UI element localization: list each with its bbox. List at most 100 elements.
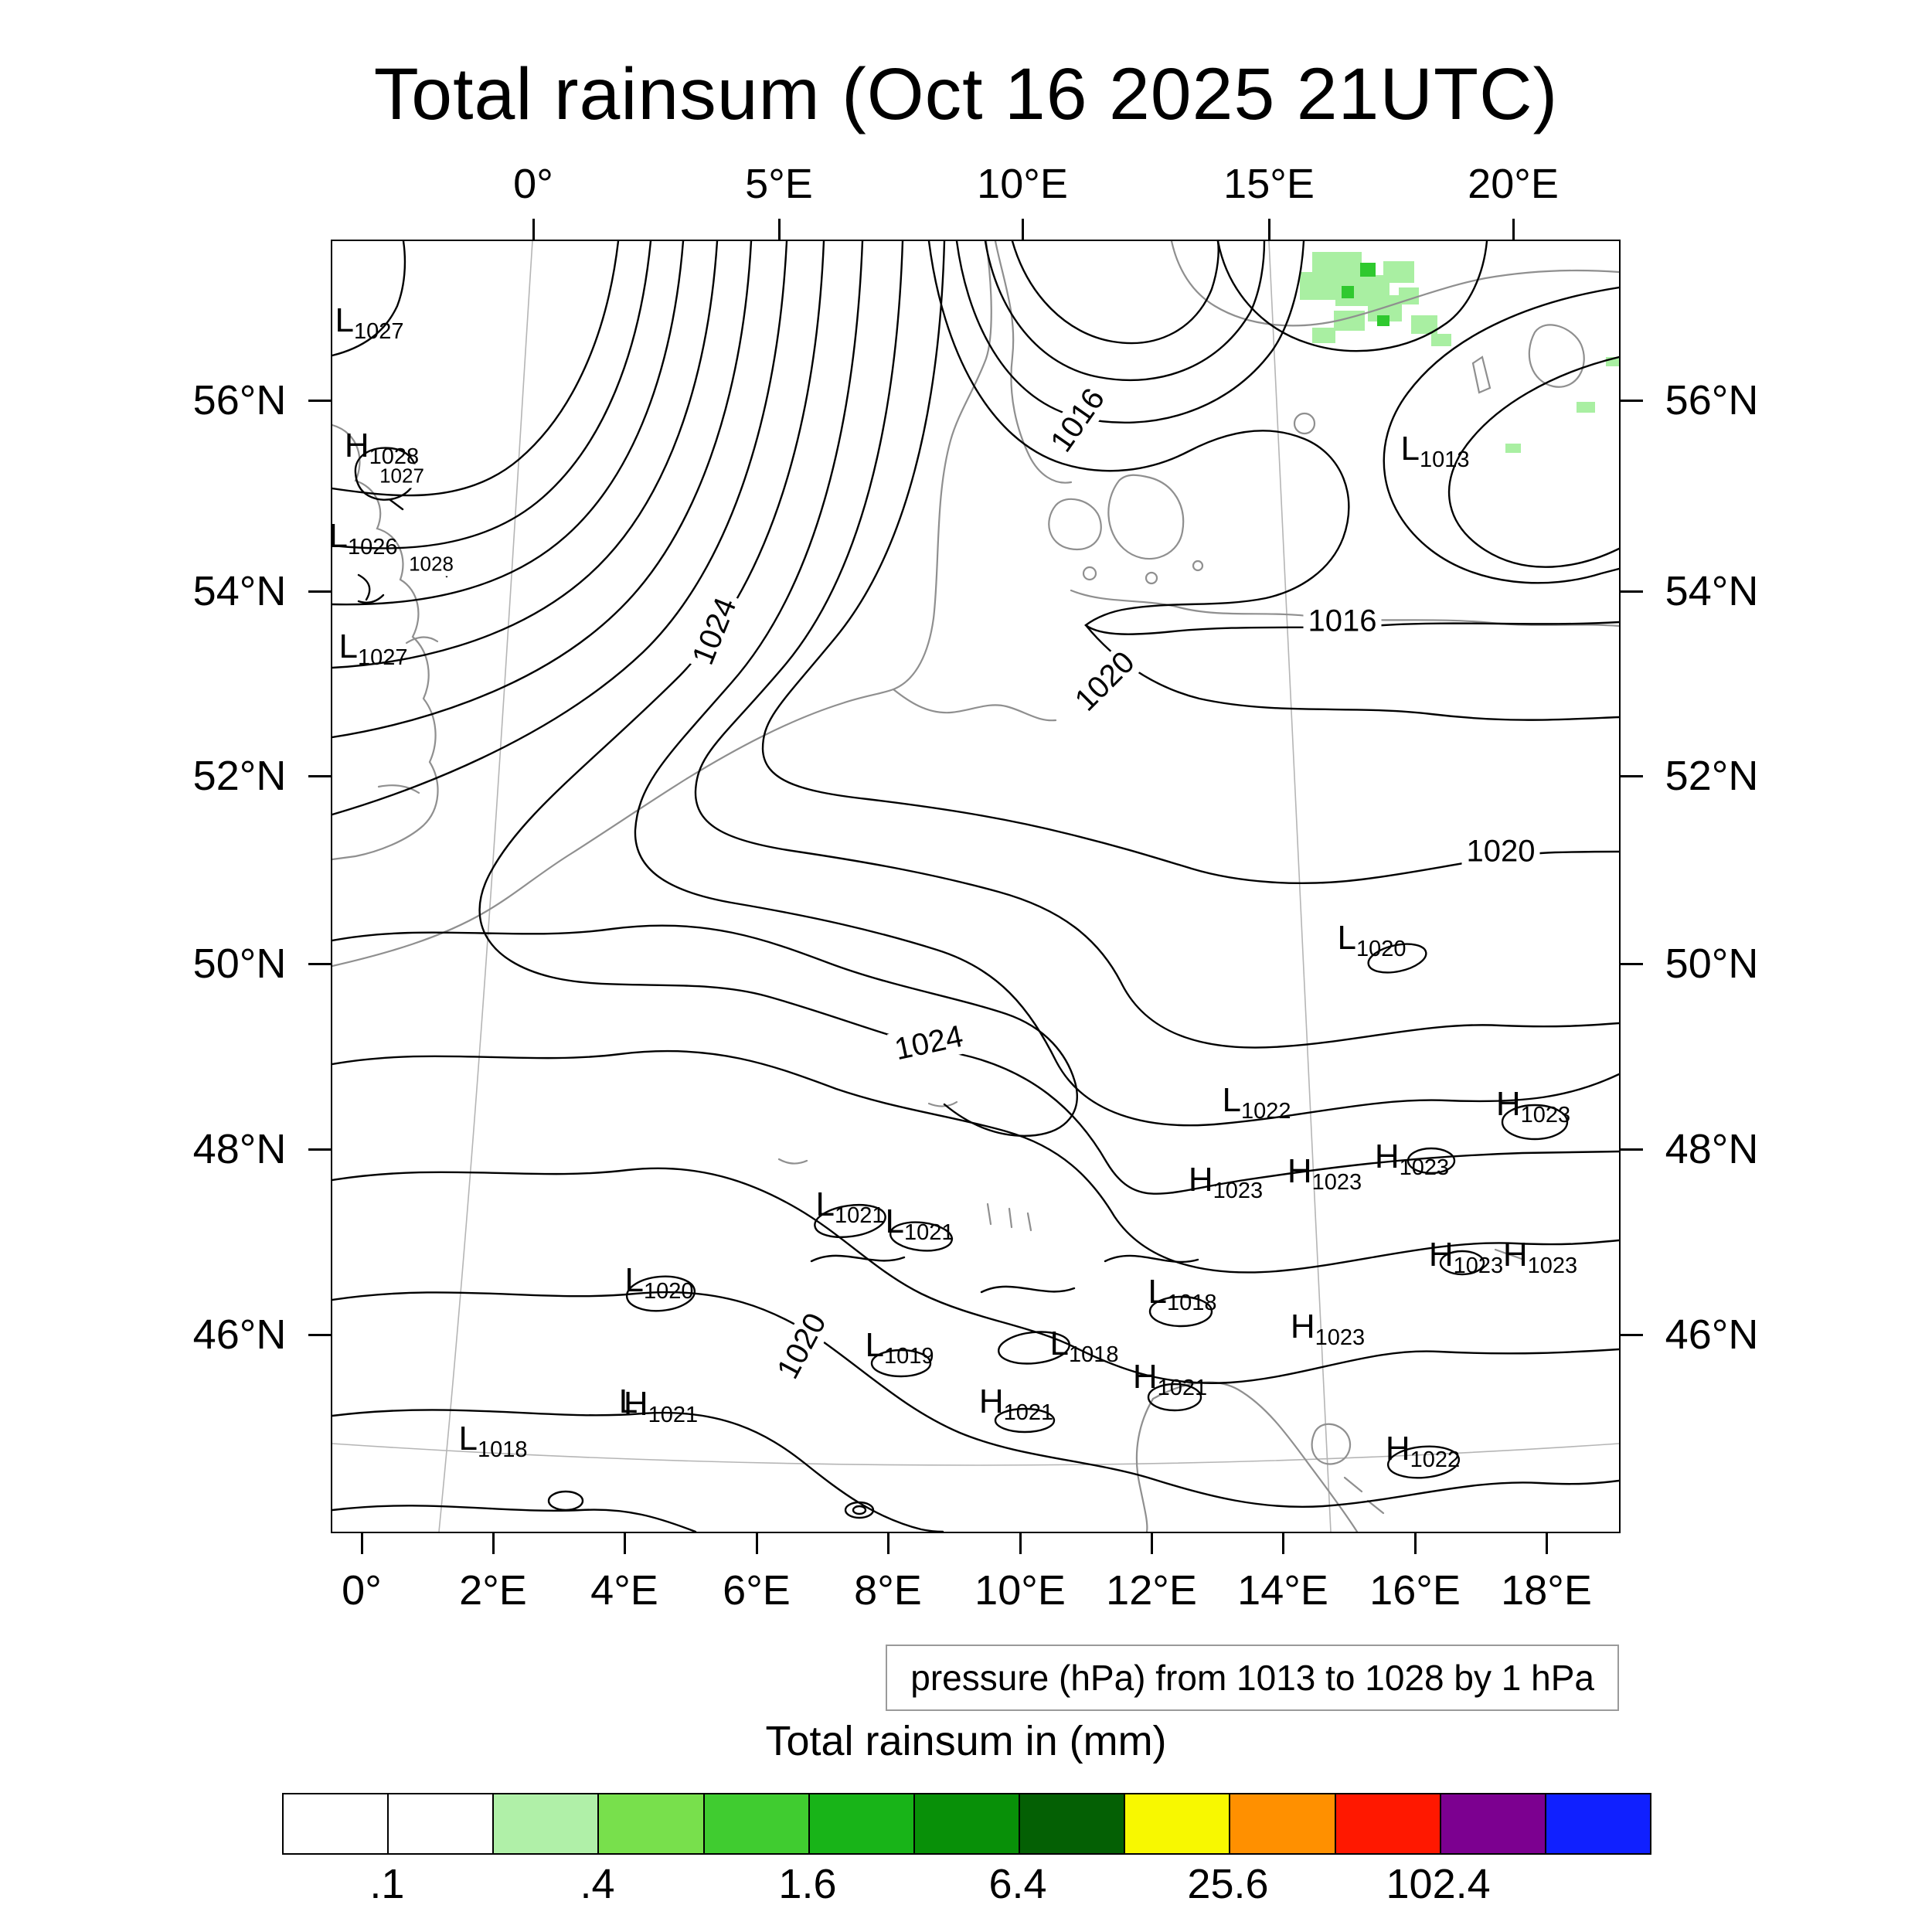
island-gotland bbox=[1528, 324, 1585, 388]
axis-tick-right bbox=[1621, 775, 1643, 777]
axis-label-right: 56°N bbox=[1665, 377, 1759, 423]
axis-label-right: 50°N bbox=[1665, 940, 1759, 987]
island-small-1 bbox=[1082, 566, 1097, 581]
lake-geneva bbox=[777, 1158, 808, 1165]
colorbar-title: Total rainsum in (mm) bbox=[765, 1718, 1167, 1764]
axis-label-right: 46°N bbox=[1665, 1311, 1759, 1358]
coast-britain bbox=[332, 423, 439, 861]
axis-tick-right bbox=[1621, 963, 1643, 965]
lake-italy-3 bbox=[1026, 1212, 1032, 1232]
axis-label-right: 54°N bbox=[1665, 568, 1759, 614]
island-small-2 bbox=[1145, 571, 1158, 585]
axis-label-right: 52°N bbox=[1665, 753, 1759, 799]
axis-tick-left bbox=[308, 963, 331, 965]
axis-tick-bottom bbox=[1019, 1533, 1022, 1554]
axis-tick-right bbox=[1621, 590, 1643, 593]
axis-label-bottom: 4°E bbox=[590, 1567, 658, 1614]
axis-label-left: 56°N bbox=[192, 377, 287, 423]
colorbar-cell bbox=[1439, 1794, 1545, 1853]
axis-tick-top bbox=[532, 219, 535, 240]
colorbar-cell bbox=[387, 1794, 493, 1853]
axis-tick-bottom bbox=[361, 1533, 363, 1554]
colorbar-cell bbox=[492, 1794, 598, 1853]
rain-shading bbox=[1300, 252, 1619, 453]
colorbar-cell bbox=[284, 1794, 388, 1853]
axis-tick-bottom bbox=[624, 1533, 626, 1554]
island-bornholm bbox=[1293, 412, 1316, 435]
axis-tick-left bbox=[308, 775, 331, 777]
axis-tick-left bbox=[308, 1334, 331, 1336]
axis-label-left: 52°N bbox=[192, 753, 287, 799]
island-small-3 bbox=[1192, 560, 1204, 572]
colorbar-tick-label: 102.4 bbox=[1386, 1861, 1491, 1907]
coast-german-bight bbox=[892, 688, 1057, 722]
axis-label-right: 48°N bbox=[1665, 1126, 1759, 1172]
axis-tick-bottom bbox=[492, 1533, 495, 1554]
axis-label-top: 20°E bbox=[1468, 161, 1559, 207]
axis-label-top: 0° bbox=[513, 161, 553, 207]
colorbar-cell bbox=[1124, 1794, 1230, 1853]
axis-label-bottom: 18°E bbox=[1501, 1567, 1592, 1614]
axis-label-bottom: 12°E bbox=[1106, 1567, 1197, 1614]
coast-baltic-south bbox=[1070, 589, 1619, 628]
axis-tick-top bbox=[778, 219, 781, 240]
colorbar-cell bbox=[1019, 1794, 1124, 1853]
coast-sweden-south bbox=[1170, 241, 1619, 327]
colorbar-tick-label: .4 bbox=[580, 1861, 615, 1907]
island-fyn bbox=[1048, 498, 1102, 551]
axis-label-left: 54°N bbox=[192, 568, 287, 614]
axis-label-bottom: 16°E bbox=[1369, 1567, 1461, 1614]
colorbar-cell bbox=[808, 1794, 913, 1853]
axis-tick-left bbox=[308, 1148, 331, 1151]
lake-italy-1 bbox=[986, 1202, 992, 1226]
colorbar-cell bbox=[1229, 1794, 1335, 1853]
colorbar bbox=[282, 1793, 1651, 1855]
axis-tick-top bbox=[1268, 219, 1270, 240]
axis-label-left: 48°N bbox=[192, 1126, 287, 1172]
axis-tick-top bbox=[1022, 219, 1024, 240]
coast-channel-nl-jutland bbox=[332, 241, 992, 968]
axis-label-left: 50°N bbox=[192, 940, 287, 987]
coast-wash bbox=[405, 636, 439, 645]
axis-tick-bottom bbox=[1151, 1533, 1153, 1554]
lake-balaton bbox=[1494, 1248, 1523, 1260]
colorbar-tick-label: 6.4 bbox=[988, 1861, 1047, 1907]
colorbar-cell bbox=[1334, 1794, 1440, 1853]
map-canvas bbox=[332, 241, 1619, 1532]
axis-label-top: 5°E bbox=[745, 161, 813, 207]
lake-italy-2 bbox=[1008, 1207, 1013, 1229]
axis-label-bottom: 6°E bbox=[723, 1567, 791, 1614]
pressure-note: pressure (hPa) from 1013 to 1028 by 1 hP… bbox=[886, 1645, 1619, 1711]
colorbar-tick-label: .1 bbox=[369, 1861, 405, 1907]
axis-label-bottom: 10°E bbox=[975, 1567, 1066, 1614]
colorbar-cell bbox=[597, 1794, 703, 1853]
axis-label-bottom: 0° bbox=[342, 1567, 382, 1614]
axis-tick-left bbox=[308, 400, 331, 402]
colorbar-cell bbox=[1544, 1794, 1651, 1853]
coastlines bbox=[332, 241, 1619, 1532]
axis-label-bottom: 14°E bbox=[1237, 1567, 1328, 1614]
axis-tick-bottom bbox=[756, 1533, 758, 1554]
isobars bbox=[332, 241, 1619, 1532]
axis-tick-right bbox=[1621, 1334, 1643, 1336]
axis-tick-bottom bbox=[1282, 1533, 1284, 1554]
colorbar-cell bbox=[702, 1794, 808, 1853]
axis-label-bottom: 2°E bbox=[459, 1567, 527, 1614]
page-title: Total rainsum (Oct 16 2025 21UTC) bbox=[373, 53, 1559, 135]
axis-tick-left bbox=[308, 590, 331, 593]
colorbar-cell bbox=[913, 1794, 1019, 1853]
axis-tick-top bbox=[1512, 219, 1515, 240]
colorbar-tick-label: 25.6 bbox=[1187, 1861, 1269, 1907]
island-dash-1 bbox=[1343, 1476, 1363, 1493]
axis-tick-right bbox=[1621, 1148, 1643, 1151]
island-dash-2 bbox=[1366, 1499, 1385, 1515]
axis-label-top: 10°E bbox=[977, 161, 1068, 207]
axis-label-bottom: 8°E bbox=[854, 1567, 922, 1614]
axis-tick-right bbox=[1621, 400, 1643, 402]
axis-label-top: 15°E bbox=[1223, 161, 1315, 207]
coast-istria bbox=[1311, 1423, 1351, 1465]
colorbar-tick-label: 1.6 bbox=[778, 1861, 837, 1907]
island-zealand bbox=[1107, 474, 1185, 560]
map-frame bbox=[331, 240, 1621, 1533]
